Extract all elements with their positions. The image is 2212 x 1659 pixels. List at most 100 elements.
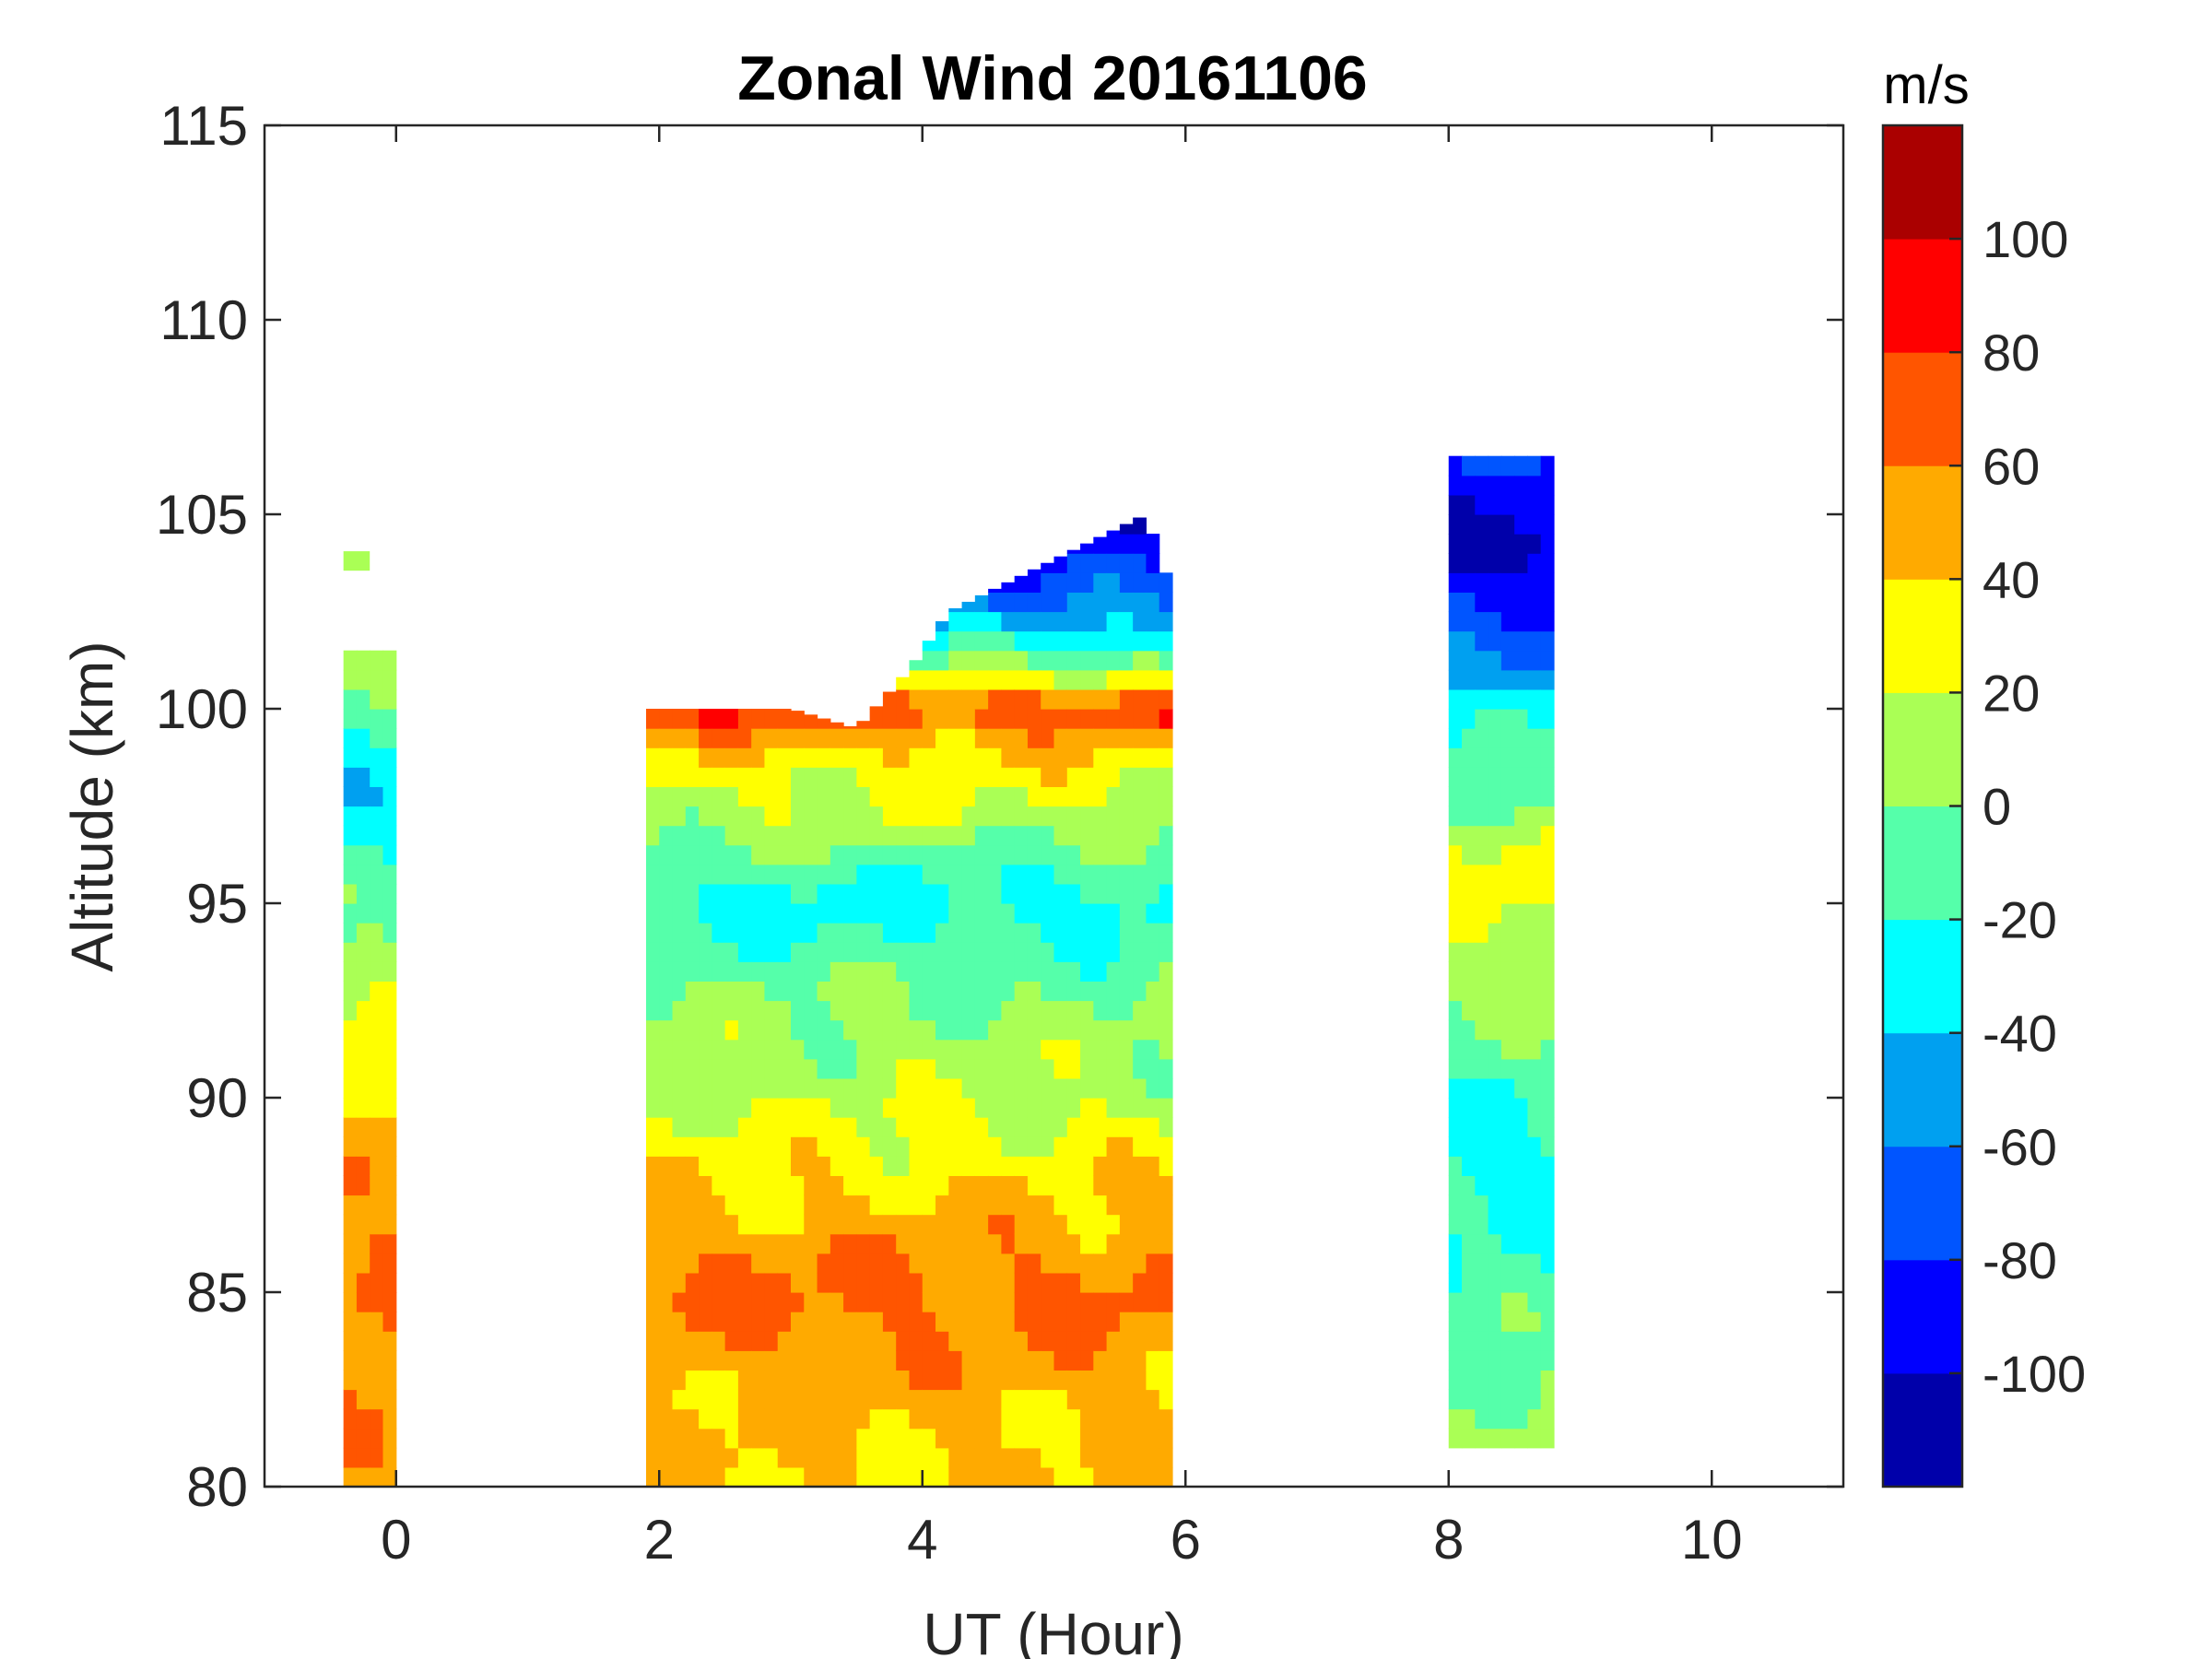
contour-cell [356,844,371,865]
contour-cell [1093,747,1108,768]
contour-cell [685,903,700,924]
contour-cell [909,1098,924,1118]
contour-cell [777,1194,792,1216]
contour-cell [817,1272,831,1293]
contour-cell [1527,1233,1542,1254]
contour-cell [882,903,897,924]
contour-cell [1475,1428,1489,1449]
contour-cell [869,883,884,904]
contour-cell [1475,1098,1489,1118]
contour-cell [764,1428,779,1449]
contour-cell [1159,883,1173,904]
contour-cell [922,1214,936,1235]
contour-cell [988,1077,1002,1099]
contour-cell [370,709,384,729]
contour-cell [843,728,857,748]
contour-cell [1448,1428,1463,1449]
contour-cell [1540,903,1555,924]
contour-cell [1133,825,1147,846]
contour-cell [1053,1331,1068,1351]
contour-cell [1041,562,1055,573]
contour-cell [843,1428,857,1449]
contour-cell [856,883,871,904]
contour-cell [804,1408,818,1430]
contour-cell [1066,728,1081,748]
contour-cell [645,786,660,807]
contour-cell [896,1233,911,1254]
contour-cell [1027,1350,1041,1371]
contour-cell [869,1077,884,1099]
contour-cell [1080,1156,1094,1176]
contour-cell [882,767,897,787]
colorbar-tick-label: -100 [1983,1345,2086,1403]
contour-cell [659,1156,674,1176]
contour-cell [1041,981,1055,1002]
contour-cell [1133,1312,1147,1332]
contour-cell [659,1428,674,1449]
contour-cell [777,1098,792,1118]
contour-cell [1462,534,1476,554]
contour-cell [1146,1194,1160,1216]
contour-cell [1133,669,1147,690]
contour-cell [724,942,739,962]
contour-cell [1514,1058,1528,1079]
contour-cell [1001,650,1016,671]
contour-cell [1527,1000,1542,1021]
contour-cell [1001,806,1016,827]
contour-cell [948,611,963,632]
contour-cell [1540,767,1555,787]
contour-cell [909,864,924,885]
contour-cell [1080,1370,1094,1391]
contour-cell [1001,1117,1016,1137]
contour-cell [764,1370,779,1391]
contour-cell [974,669,989,690]
contour-cell [777,1253,792,1274]
contour-cell [1462,553,1476,573]
contour-cell [712,709,726,729]
contour-cell [751,1312,766,1332]
contour-cell [935,709,949,729]
contour-cell [1475,1000,1489,1021]
contour-cell [1066,864,1081,885]
contour-cell [1146,728,1160,748]
contour-cell [370,1175,384,1196]
contour-cell [1146,630,1160,652]
contour-cell [909,1292,924,1312]
contour-cell [1133,786,1147,807]
contour-cell [817,1331,831,1351]
contour-cell [1159,1466,1173,1487]
contour-cell [1448,942,1463,962]
contour-cell [1066,1214,1081,1235]
contour-cell [1462,1117,1476,1137]
contour-cell [1106,1292,1121,1312]
contour-cell [896,1350,911,1371]
contour-cell [1527,1214,1542,1235]
contour-cell [974,806,989,827]
contour-cell [699,844,712,865]
contour-cell [791,1466,805,1487]
contour-cell [1448,572,1463,593]
contour-cell [1146,534,1160,554]
contour-cell [1514,1312,1528,1332]
contour-cell [791,1272,805,1293]
contour-cell [751,1058,766,1079]
contour-cell [856,1253,871,1274]
contour-cell [974,1350,989,1371]
contour-cell [1080,1000,1094,1021]
contour-cell [699,1058,712,1079]
contour-cell [1106,611,1121,632]
contour-cell [672,1389,687,1410]
contour-cell [922,1000,936,1021]
contour-cell [1448,825,1463,846]
contour-cell [843,825,857,846]
contour-cell [1027,1272,1041,1293]
contour-cell [777,1156,792,1176]
colorbar-segment [1883,1146,1962,1261]
contour-cell [804,1156,818,1176]
contour-cell [1041,650,1055,671]
contour-cell [1093,825,1108,846]
contour-cell [1527,961,1542,982]
contour-cell [382,961,397,982]
contour-cell [1066,1233,1081,1254]
contour-cell [1540,553,1555,573]
